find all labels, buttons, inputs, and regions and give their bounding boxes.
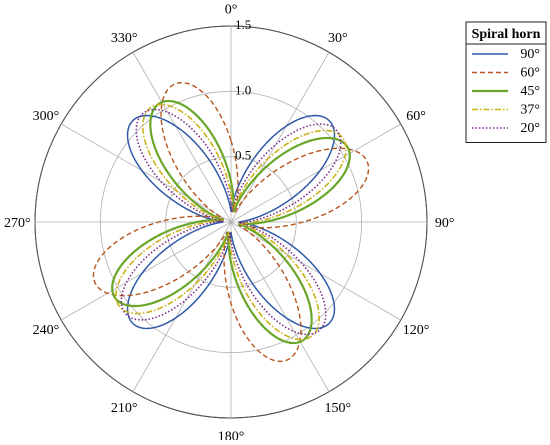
angular-tick-label: 300° [33,109,60,124]
angular-tick-label: 120° [403,323,430,338]
angular-gridline [61,123,232,223]
angular-tick-label: 150° [325,401,352,416]
angular-gridline [230,221,401,321]
series-line [92,81,370,363]
series-line [111,99,351,345]
angular-tick-label: 270° [4,216,31,231]
series-line [115,103,347,341]
radial-tick-label: 1.0 [235,82,251,97]
radial-tick-label: 0.5 [235,148,251,163]
legend-label: 90° [520,47,540,62]
angular-tick-label: 330° [111,31,138,46]
angular-tick-label: 180° [218,430,245,440]
legend-title: Spiral horn [472,27,541,42]
angular-tick-label: 60° [406,109,426,124]
angular-tick-label: 0° [225,2,238,17]
angular-tick-label: 210° [111,401,138,416]
legend: Spiral horn 90° 60° 45° 37° 20° [465,21,547,143]
angular-gridline [132,221,232,392]
series-line [120,108,342,336]
series-line [126,114,336,330]
angular-gridline [230,52,330,223]
polar-grid [34,25,428,419]
legend-label: 60° [520,66,540,81]
radial-tick-label: 1.5 [235,17,251,32]
legend-label: 45° [520,84,540,99]
angular-tick-label: 30° [328,31,348,46]
angular-gridline [230,221,330,392]
legend-label: 37° [520,103,540,118]
axis-labels: 0° 30° 60° 90° 120° 150° 180° 210° 240° 270° 300° 3… [4,2,455,444]
legend-label: 20° [520,121,540,136]
angular-gridline [230,123,401,223]
angular-gridline [61,221,232,321]
legend-items: 90° 60° 45° 37° 20° [472,47,540,136]
angular-gridline [132,52,232,223]
angular-tick-label: 240° [33,323,60,338]
series-layer [92,81,370,363]
legend-box [465,21,547,143]
angular-tick-label: 90° [435,216,455,231]
